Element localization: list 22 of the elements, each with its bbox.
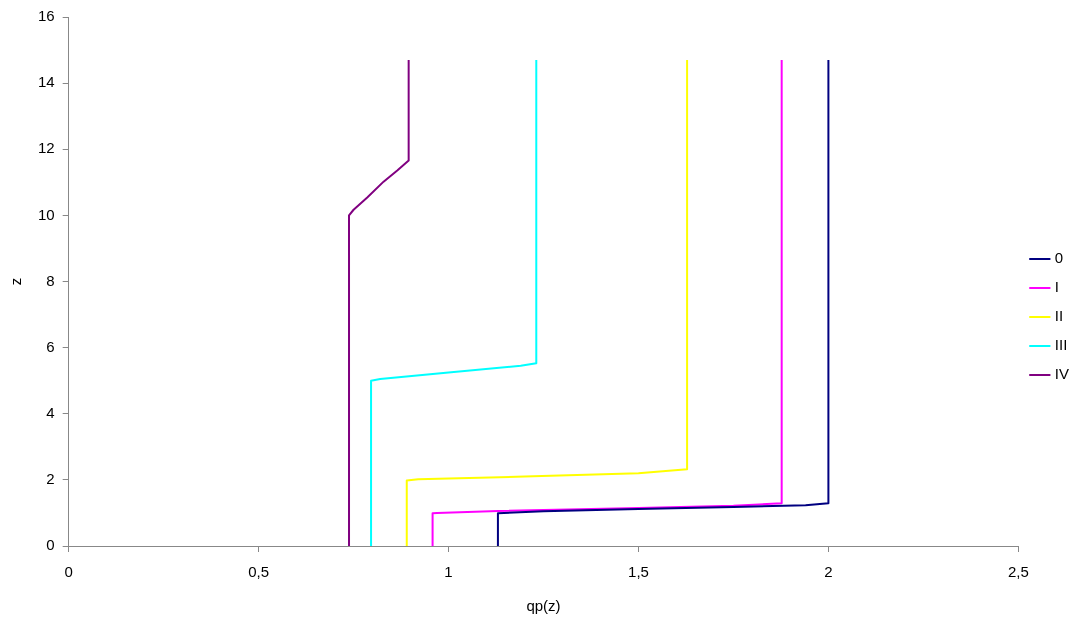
x-tick-label: 2 (824, 563, 833, 581)
y-tick-label: 8 (46, 271, 55, 289)
y-tick-label: 6 (46, 337, 55, 355)
legend-label: I (1054, 278, 1059, 296)
legend-label: 0 (1054, 249, 1064, 267)
y-tick-label: 12 (38, 139, 55, 157)
y-tick-label: 14 (38, 73, 55, 91)
y-axis-title: z (7, 277, 25, 286)
x-tick-label: 1,5 (628, 563, 649, 581)
y-tick-label: 4 (46, 403, 55, 421)
y-tick-label: 2 (46, 470, 55, 488)
y-tick-label: 10 (38, 205, 55, 223)
legend-label: IV (1054, 365, 1070, 383)
x-tick-label: 1 (444, 563, 453, 581)
x-tick-label: 2,5 (1007, 563, 1029, 581)
legend-label: III (1054, 336, 1068, 354)
legend-label: II (1054, 307, 1064, 325)
x-axis-title: qp(z) (526, 597, 561, 615)
x-tick-label: 0,5 (248, 563, 270, 581)
y-tick-label: 0 (46, 536, 55, 554)
y-tick-label: 16 (38, 7, 55, 25)
x-tick-label: 0 (64, 563, 73, 581)
